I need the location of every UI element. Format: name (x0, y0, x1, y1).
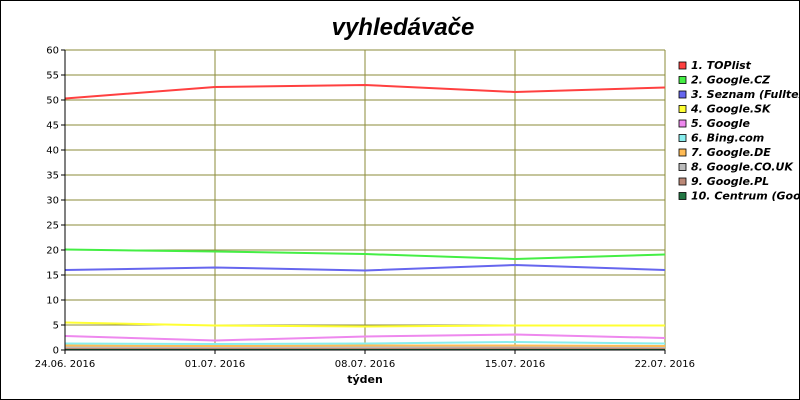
x-tick-label: 08.07. 2016 (335, 359, 395, 370)
y-tick-label: 20 (46, 246, 59, 257)
series-line (64, 333, 666, 342)
y-tick-label: 55 (46, 71, 59, 82)
y-tick-label: 60 (46, 46, 59, 57)
legend-swatch (678, 105, 687, 113)
x-tick-label: 01.07. 2016 (185, 359, 245, 370)
y-tick-label: 0 (53, 346, 59, 357)
series-line (64, 263, 666, 272)
legend-label: 9. Google.PL (691, 175, 769, 188)
x-axis-label: týden (347, 373, 383, 386)
legend-swatch (678, 90, 687, 99)
legend-swatch (678, 163, 687, 171)
legend-swatch (678, 177, 687, 186)
x-tick-label: 15.07. 2016 (485, 359, 545, 370)
legend-swatch (678, 61, 687, 70)
y-tick-label: 50 (46, 96, 59, 107)
legend-label: 6. Bing.com (691, 132, 764, 145)
legend-label: 4. Google.SK (690, 103, 772, 116)
series-lines (64, 83, 666, 350)
x-tick-label: 24.06. 2016 (35, 359, 95, 370)
legend-label: 7. Google.DE (691, 146, 771, 159)
legend-swatch (678, 76, 687, 84)
chart-title: vyhledávače (331, 14, 475, 41)
legend-swatch (678, 192, 687, 200)
legend-label: 2. Google.CZ (691, 74, 771, 87)
legend-label: 1. TOPlist (691, 59, 752, 72)
axes: 0 5 10 15 20 25 30 35 40 45 50 55 60 24.06. 2016 01.07… (35, 46, 695, 371)
series-line (64, 83, 666, 100)
y-tick-label: 30 (46, 196, 59, 207)
legend: 1. TOPlist 2. Google.CZ3. Seznam (Fulltex… (678, 59, 800, 203)
series-line (64, 248, 666, 261)
y-tick-label: 40 (46, 146, 59, 157)
series-line (64, 344, 666, 348)
y-tick-label: 35 (46, 171, 59, 182)
y-tick-label: 10 (46, 296, 59, 307)
series-line (64, 321, 665, 328)
legend-swatch (678, 134, 687, 142)
y-tick-label: 15 (46, 271, 59, 282)
y-tick-label: 25 (46, 221, 59, 232)
legend-label: 5. Google (691, 117, 750, 130)
series-line (64, 340, 666, 346)
legend-swatch (678, 148, 687, 157)
y-tick-label: 5 (53, 321, 59, 332)
legend-label: 8. Google.CO.UK (691, 161, 794, 174)
y-tick-label: 45 (46, 121, 59, 132)
legend-swatch (678, 119, 687, 128)
legend-label: 10. Centrum (Google) (691, 190, 800, 203)
x-tick-label: 22.07. 2016 (635, 359, 695, 370)
legend-label: 3. Seznam (Fulltext) (691, 88, 800, 101)
